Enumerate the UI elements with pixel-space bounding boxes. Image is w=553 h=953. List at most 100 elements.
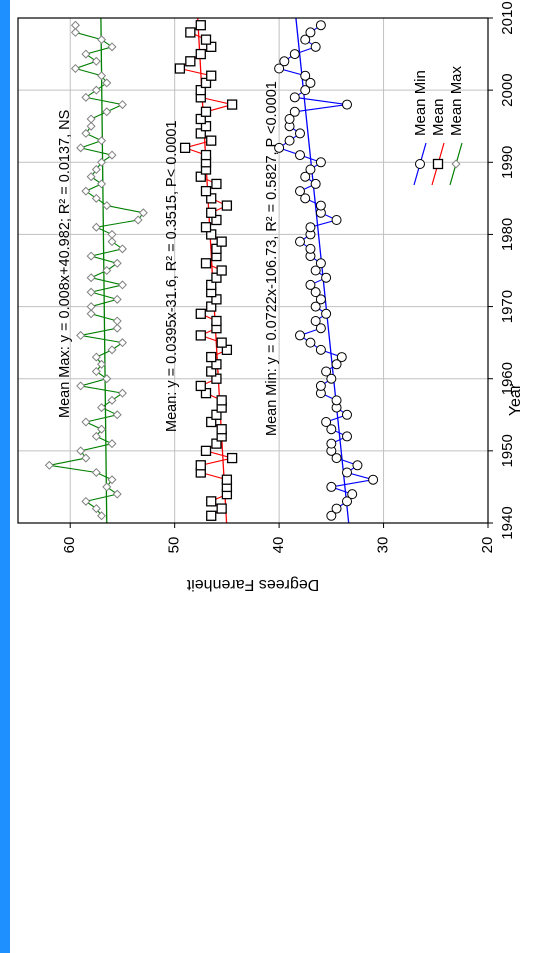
point-2-1991 (295, 150, 305, 161)
point-1-2000 (195, 84, 206, 96)
point-1-1985 (206, 193, 217, 204)
point-1-1997 (200, 106, 212, 117)
point-1-1996 (195, 113, 206, 125)
x-tick-label-1970: 1970 (499, 290, 516, 323)
point-0-2008 (70, 27, 80, 37)
point-0-1970 (86, 302, 96, 312)
point-1-1961 (206, 366, 217, 377)
point-1-1966 (195, 330, 206, 341)
point-1-2006 (206, 41, 217, 53)
point-1-1984 (221, 200, 233, 211)
point-2-1987 (310, 178, 321, 189)
point-2-2000 (300, 85, 311, 96)
point-0-1991 (107, 150, 117, 160)
y-tick-label-40: 40 (270, 537, 287, 554)
point-1-1979 (216, 236, 227, 247)
point-2-1966 (295, 330, 305, 341)
accent-bar (0, 0, 10, 953)
point-2-2002 (300, 70, 311, 81)
point-1-1954 (206, 416, 217, 428)
point-0-1953 (97, 424, 107, 434)
point-2-1981 (305, 222, 316, 233)
point-2-1949 (331, 453, 342, 464)
point-2-1946 (368, 474, 379, 485)
point-2-2007 (300, 34, 311, 45)
point-2-1976 (315, 258, 326, 269)
point-0-1947 (91, 467, 101, 478)
point-0-2006 (107, 42, 117, 52)
point-2-1967 (315, 323, 326, 334)
point-0-1954 (81, 417, 91, 427)
point-2-1962 (331, 359, 342, 370)
point-0-1992 (76, 143, 86, 153)
point-1-1965 (216, 337, 227, 348)
point-0-1943 (81, 496, 91, 506)
point-0-2003 (70, 63, 80, 74)
point-2-2003 (274, 63, 285, 74)
point-0-1957 (107, 395, 117, 405)
point-0-1984 (102, 201, 112, 211)
point-0-1971 (112, 294, 122, 304)
y-tick-label-20: 20 (479, 537, 496, 554)
point-0-1995 (86, 121, 96, 131)
point-2-1975 (310, 265, 321, 276)
point-1-1993 (206, 135, 217, 146)
point-0-1963 (91, 352, 101, 362)
point-2-1992 (274, 142, 285, 153)
point-1-1960 (211, 373, 222, 384)
point-1-1946 (221, 474, 233, 485)
point-1-1981 (200, 222, 212, 233)
point-0-1979 (107, 237, 117, 247)
point-1-2005 (195, 48, 206, 60)
point-1-1982 (211, 214, 222, 226)
point-0-2005 (81, 49, 91, 59)
point-0-1968 (112, 316, 122, 326)
legend-label-0: Mean Min (412, 70, 429, 136)
point-0-1951 (107, 439, 117, 449)
legend: Mean Min Mean Mean Max (412, 65, 465, 186)
point-2-1979 (295, 236, 305, 247)
x-axis-title: Year (507, 383, 524, 416)
axes: 1940 1950 1960 1970 1980 1990 2000 2010 20 30 40 50… (61, 1, 516, 553)
point-2-1998 (342, 99, 352, 110)
point-1-1942 (216, 503, 227, 514)
point-0-2000 (91, 85, 101, 95)
point-0-1959 (76, 381, 86, 391)
point-1-2003 (174, 63, 186, 74)
point-1-1957 (216, 395, 227, 406)
point-0-1997 (102, 107, 112, 117)
point-1-1978 (211, 243, 222, 255)
point-1-1958 (200, 387, 212, 399)
plot-frame (17, 17, 489, 524)
point-1-1949 (226, 452, 238, 464)
point-2-2006 (310, 41, 321, 52)
point-2-1969 (321, 308, 332, 319)
x-tick-label-1980: 1980 (499, 218, 516, 251)
point-0-2002 (97, 71, 107, 81)
point-0-2007 (97, 35, 107, 45)
point-1-1980 (206, 229, 217, 240)
point-2-2009 (315, 20, 326, 31)
point-1-1964 (221, 344, 233, 356)
point-2-1972 (310, 287, 321, 298)
point-1-1988 (195, 171, 206, 182)
point-0-1955 (112, 410, 122, 420)
point-2-1948 (352, 460, 363, 471)
point-0-1985 (91, 193, 101, 203)
point-0-1996 (86, 114, 96, 124)
point-2-1964 (315, 344, 326, 355)
legend-swatch-marker-2 (451, 159, 461, 169)
equation-mean-max: Mean Max: y = 0.008x+40.982; R² = 0.0137… (57, 110, 73, 418)
point-0-1942 (91, 504, 101, 514)
point-0-1969 (86, 309, 96, 319)
point-1-1948 (195, 460, 206, 471)
point-0-1977 (86, 251, 96, 261)
point-1-1995 (200, 121, 212, 132)
point-0-1998 (117, 100, 127, 110)
point-2-1952 (342, 431, 352, 442)
point-0-1945 (102, 482, 112, 492)
point-2-1973 (305, 279, 316, 290)
point-1-1963 (206, 351, 217, 363)
point-0-1983 (138, 208, 148, 218)
point-0-1966 (76, 330, 86, 340)
